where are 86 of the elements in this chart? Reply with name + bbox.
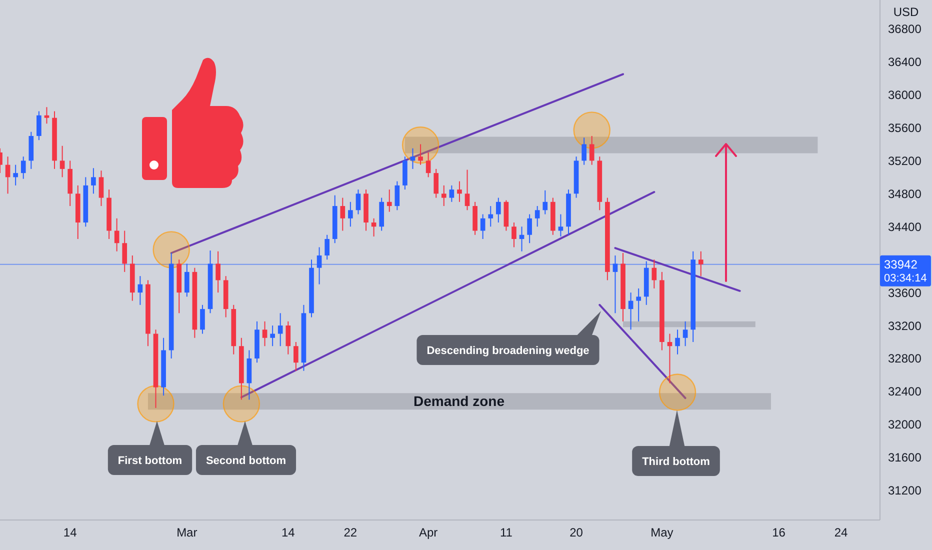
candlestick	[558, 214, 564, 238]
candlestick	[682, 320, 688, 347]
candlestick	[488, 206, 494, 228]
candlestick	[200, 304, 205, 334]
y-tick-label: 34400	[888, 220, 922, 234]
y-tick-label: 31200	[888, 484, 922, 498]
candlestick	[316, 246, 322, 285]
x-tick-label: 16	[772, 526, 786, 540]
y-axis-title: USD	[893, 5, 919, 19]
x-tick-label: May	[650, 526, 674, 540]
candlestick	[356, 189, 361, 215]
x-tick-label: 24	[834, 526, 848, 540]
y-tick-label: 32800	[888, 352, 922, 366]
candlestick	[91, 168, 96, 194]
candlestick	[371, 218, 376, 238]
y-tick-label: 33600	[888, 286, 922, 300]
annotation: Third bottom	[642, 456, 710, 468]
candlestick	[652, 259, 657, 289]
candlestick	[512, 222, 516, 248]
candlestick	[340, 197, 346, 232]
candlestick	[434, 168, 439, 198]
candlestick	[636, 288, 641, 322]
candlestick	[449, 184, 454, 202]
annotation: Second bottom	[206, 455, 286, 467]
candlestick	[464, 169, 470, 211]
text: 03:34:14	[884, 272, 927, 284]
candlestick	[138, 276, 143, 306]
x-tick-label: 20	[570, 526, 584, 540]
x-tick-label: 14	[281, 526, 296, 540]
y-tick-label: 35600	[888, 120, 922, 135]
candlestick	[98, 170, 104, 207]
y-tick-label: 33200	[888, 318, 922, 333]
candlestick	[122, 230, 128, 272]
candlestick	[698, 250, 704, 277]
x-tick-label: 11	[500, 526, 513, 540]
candlestick	[480, 214, 486, 240]
candlestick	[36, 110, 42, 141]
candlestick	[394, 180, 400, 211]
candlestick	[20, 156, 26, 180]
candlestick	[114, 218, 120, 252]
candlestick	[5, 156, 10, 194]
candlestick	[589, 135, 594, 166]
candlestick	[410, 148, 416, 170]
candlestick	[270, 325, 275, 347]
candlestick	[457, 180, 462, 202]
candlestick	[60, 145, 65, 178]
candlestick	[441, 184, 446, 207]
y-tick-label: 32400	[888, 384, 922, 399]
candlestick	[496, 197, 501, 224]
candlestick	[534, 206, 540, 228]
y-tick-label: 36800	[888, 22, 922, 36]
candlestick	[582, 137, 586, 166]
y-tick-label: 36000	[888, 88, 922, 102]
candlestick	[426, 152, 431, 178]
candlestick	[612, 254, 618, 314]
annotation: Demand zone	[413, 393, 505, 409]
candlestick	[324, 234, 330, 260]
y-tick-label: 34800	[888, 186, 922, 201]
x-tick-label: 22	[344, 526, 358, 540]
candlestick	[519, 226, 524, 252]
candlestick	[348, 201, 353, 228]
candlestick	[44, 106, 50, 124]
candlestick	[184, 263, 190, 298]
candlestick	[386, 189, 392, 212]
candlestick	[13, 164, 18, 186]
candlestick	[628, 292, 634, 330]
candlestick	[542, 190, 548, 215]
y-tick-label: 36400	[888, 55, 922, 70]
candlestick	[286, 320, 291, 355]
candlestick	[262, 320, 268, 347]
x-tick-label: 14	[63, 526, 78, 540]
candlestick	[527, 214, 532, 244]
y-tick-label: 31600	[888, 450, 922, 465]
annotation: Descending broadening wedge	[426, 345, 590, 357]
annotation: First bottom	[118, 455, 182, 467]
candlestick	[675, 329, 680, 355]
ref-line-label: 33942	[884, 257, 918, 272]
y-tick-label: 32000	[888, 418, 922, 432]
x-tick-label: Apr	[418, 526, 438, 540]
x-tick-label: Mar	[176, 526, 198, 540]
candlestick	[667, 333, 672, 384]
candlestick	[216, 250, 220, 294]
candlestick	[418, 144, 423, 166]
candlestick	[294, 341, 298, 372]
y-tick-label: 35200	[888, 154, 922, 168]
candlestick	[278, 312, 283, 347]
